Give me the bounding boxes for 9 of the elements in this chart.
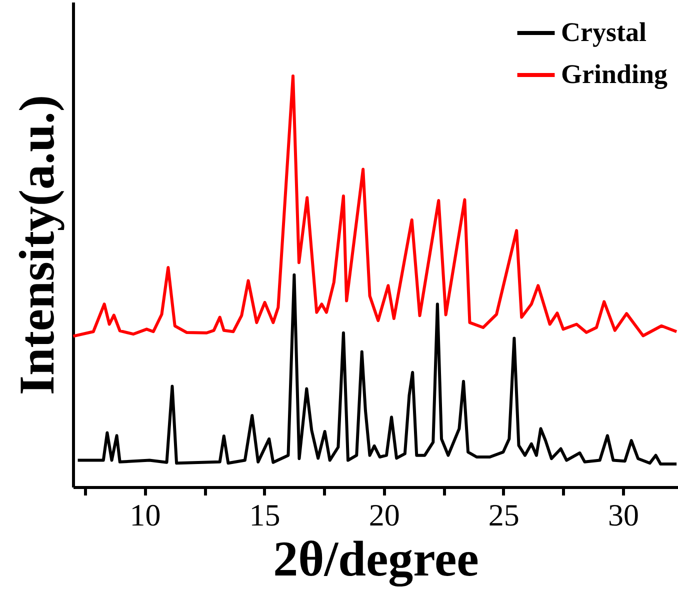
x-axis-title: 2θ/degree [273, 530, 479, 588]
x-tick-label: 25 [488, 498, 520, 532]
y-axis-title: Intensity(a.u.) [8, 94, 64, 396]
x-tick-label: 15 [249, 498, 280, 532]
legend-label: Grinding [561, 59, 668, 89]
x-tick-label: 30 [608, 498, 639, 532]
x-tick-label: 20 [368, 498, 400, 532]
legend-label: Crystal [561, 17, 647, 47]
x-tick-label: 10 [130, 498, 161, 532]
